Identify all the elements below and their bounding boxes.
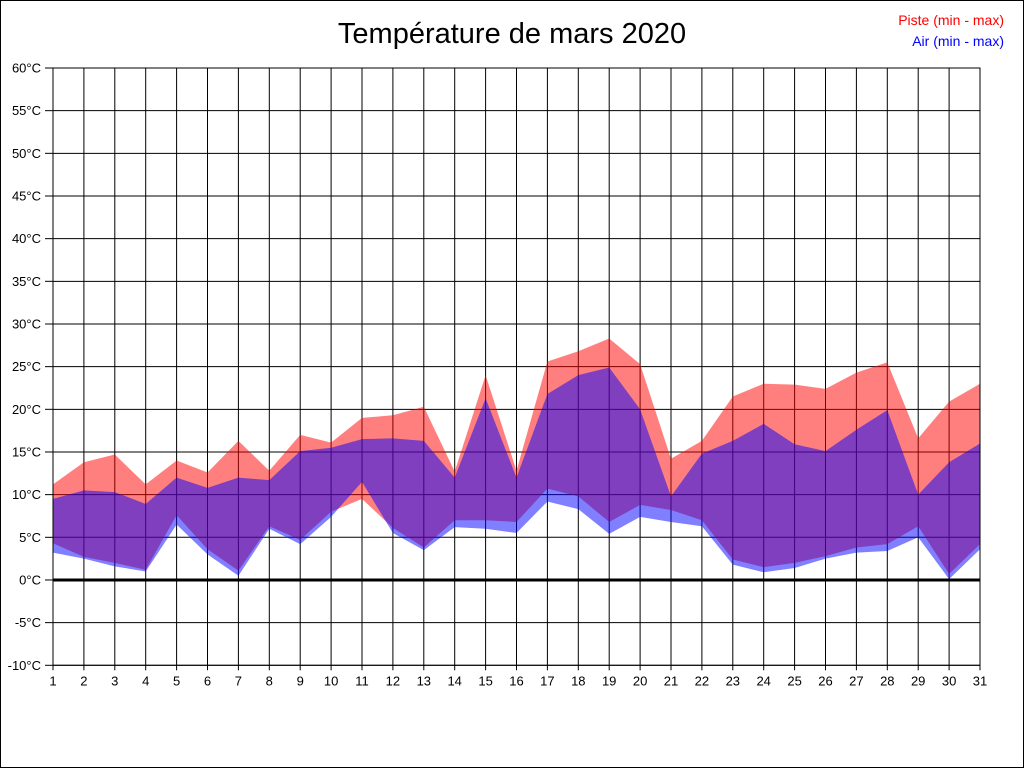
- x-tick-label: 12: [386, 673, 400, 688]
- x-tick-label: 30: [942, 673, 956, 688]
- y-tick-label: 50°C: [12, 146, 41, 161]
- x-tick-label: 23: [726, 673, 740, 688]
- x-tick-label: 18: [571, 673, 585, 688]
- x-tick-label: 16: [509, 673, 523, 688]
- air-band: [53, 367, 980, 580]
- x-tick-label: 24: [756, 673, 770, 688]
- x-tick-label: 9: [297, 673, 304, 688]
- y-tick-label: -10°C: [8, 658, 41, 673]
- x-tick-label: 21: [664, 673, 678, 688]
- x-tick-label: 10: [324, 673, 338, 688]
- y-tick-label: 25°C: [12, 359, 41, 374]
- y-tick-label: 5°C: [19, 530, 41, 545]
- y-tick-label: 0°C: [19, 572, 41, 587]
- plot-border: [52, 67, 981, 666]
- legend-air-label: Air (min - max): [912, 33, 1004, 49]
- x-tick-label: 6: [204, 673, 211, 688]
- legend: Piste (min - max) Air (min - max): [898, 10, 1004, 52]
- x-tick-label: 27: [849, 673, 863, 688]
- x-tick-label: 14: [447, 673, 461, 688]
- y-tick-label: 40°C: [12, 231, 41, 246]
- x-tick-label: 4: [142, 673, 149, 688]
- x-tick-label: 29: [911, 673, 925, 688]
- x-tick-label: 11: [355, 673, 369, 688]
- x-tick-label: 25: [787, 673, 801, 688]
- y-tick-label: 60°C: [12, 61, 41, 76]
- y-tick-label: 55°C: [12, 103, 41, 118]
- x-tick-label: 15: [478, 673, 492, 688]
- y-tick-label: 45°C: [12, 188, 41, 203]
- x-tick-label: 31: [973, 673, 987, 688]
- x-tick-label: 2: [80, 673, 87, 688]
- x-tick-label: 19: [602, 673, 616, 688]
- y-tick-label: 20°C: [12, 402, 41, 417]
- y-tick-label: 35°C: [12, 274, 41, 289]
- x-tick-label: 20: [633, 673, 647, 688]
- legend-piste-label: Piste (min - max): [898, 12, 1004, 28]
- x-tick-label: 26: [818, 673, 832, 688]
- x-tick-label: 1: [49, 673, 56, 688]
- y-tick-label: 15°C: [12, 444, 41, 459]
- x-tick-label: 7: [235, 673, 242, 688]
- x-tick-label: 28: [880, 673, 894, 688]
- chart-title: Température de mars 2020: [337, 18, 687, 50]
- y-tick-label: 10°C: [12, 487, 41, 502]
- y-tick-label: 30°C: [12, 316, 41, 331]
- x-tick-label: 22: [695, 673, 709, 688]
- x-tick-label: 8: [266, 673, 273, 688]
- x-tick-label: 5: [173, 673, 180, 688]
- y-tick-label: -5°C: [15, 615, 41, 630]
- x-tick-label: 3: [111, 673, 118, 688]
- x-tick-label: 13: [417, 673, 431, 688]
- x-tick-label: 17: [540, 673, 554, 688]
